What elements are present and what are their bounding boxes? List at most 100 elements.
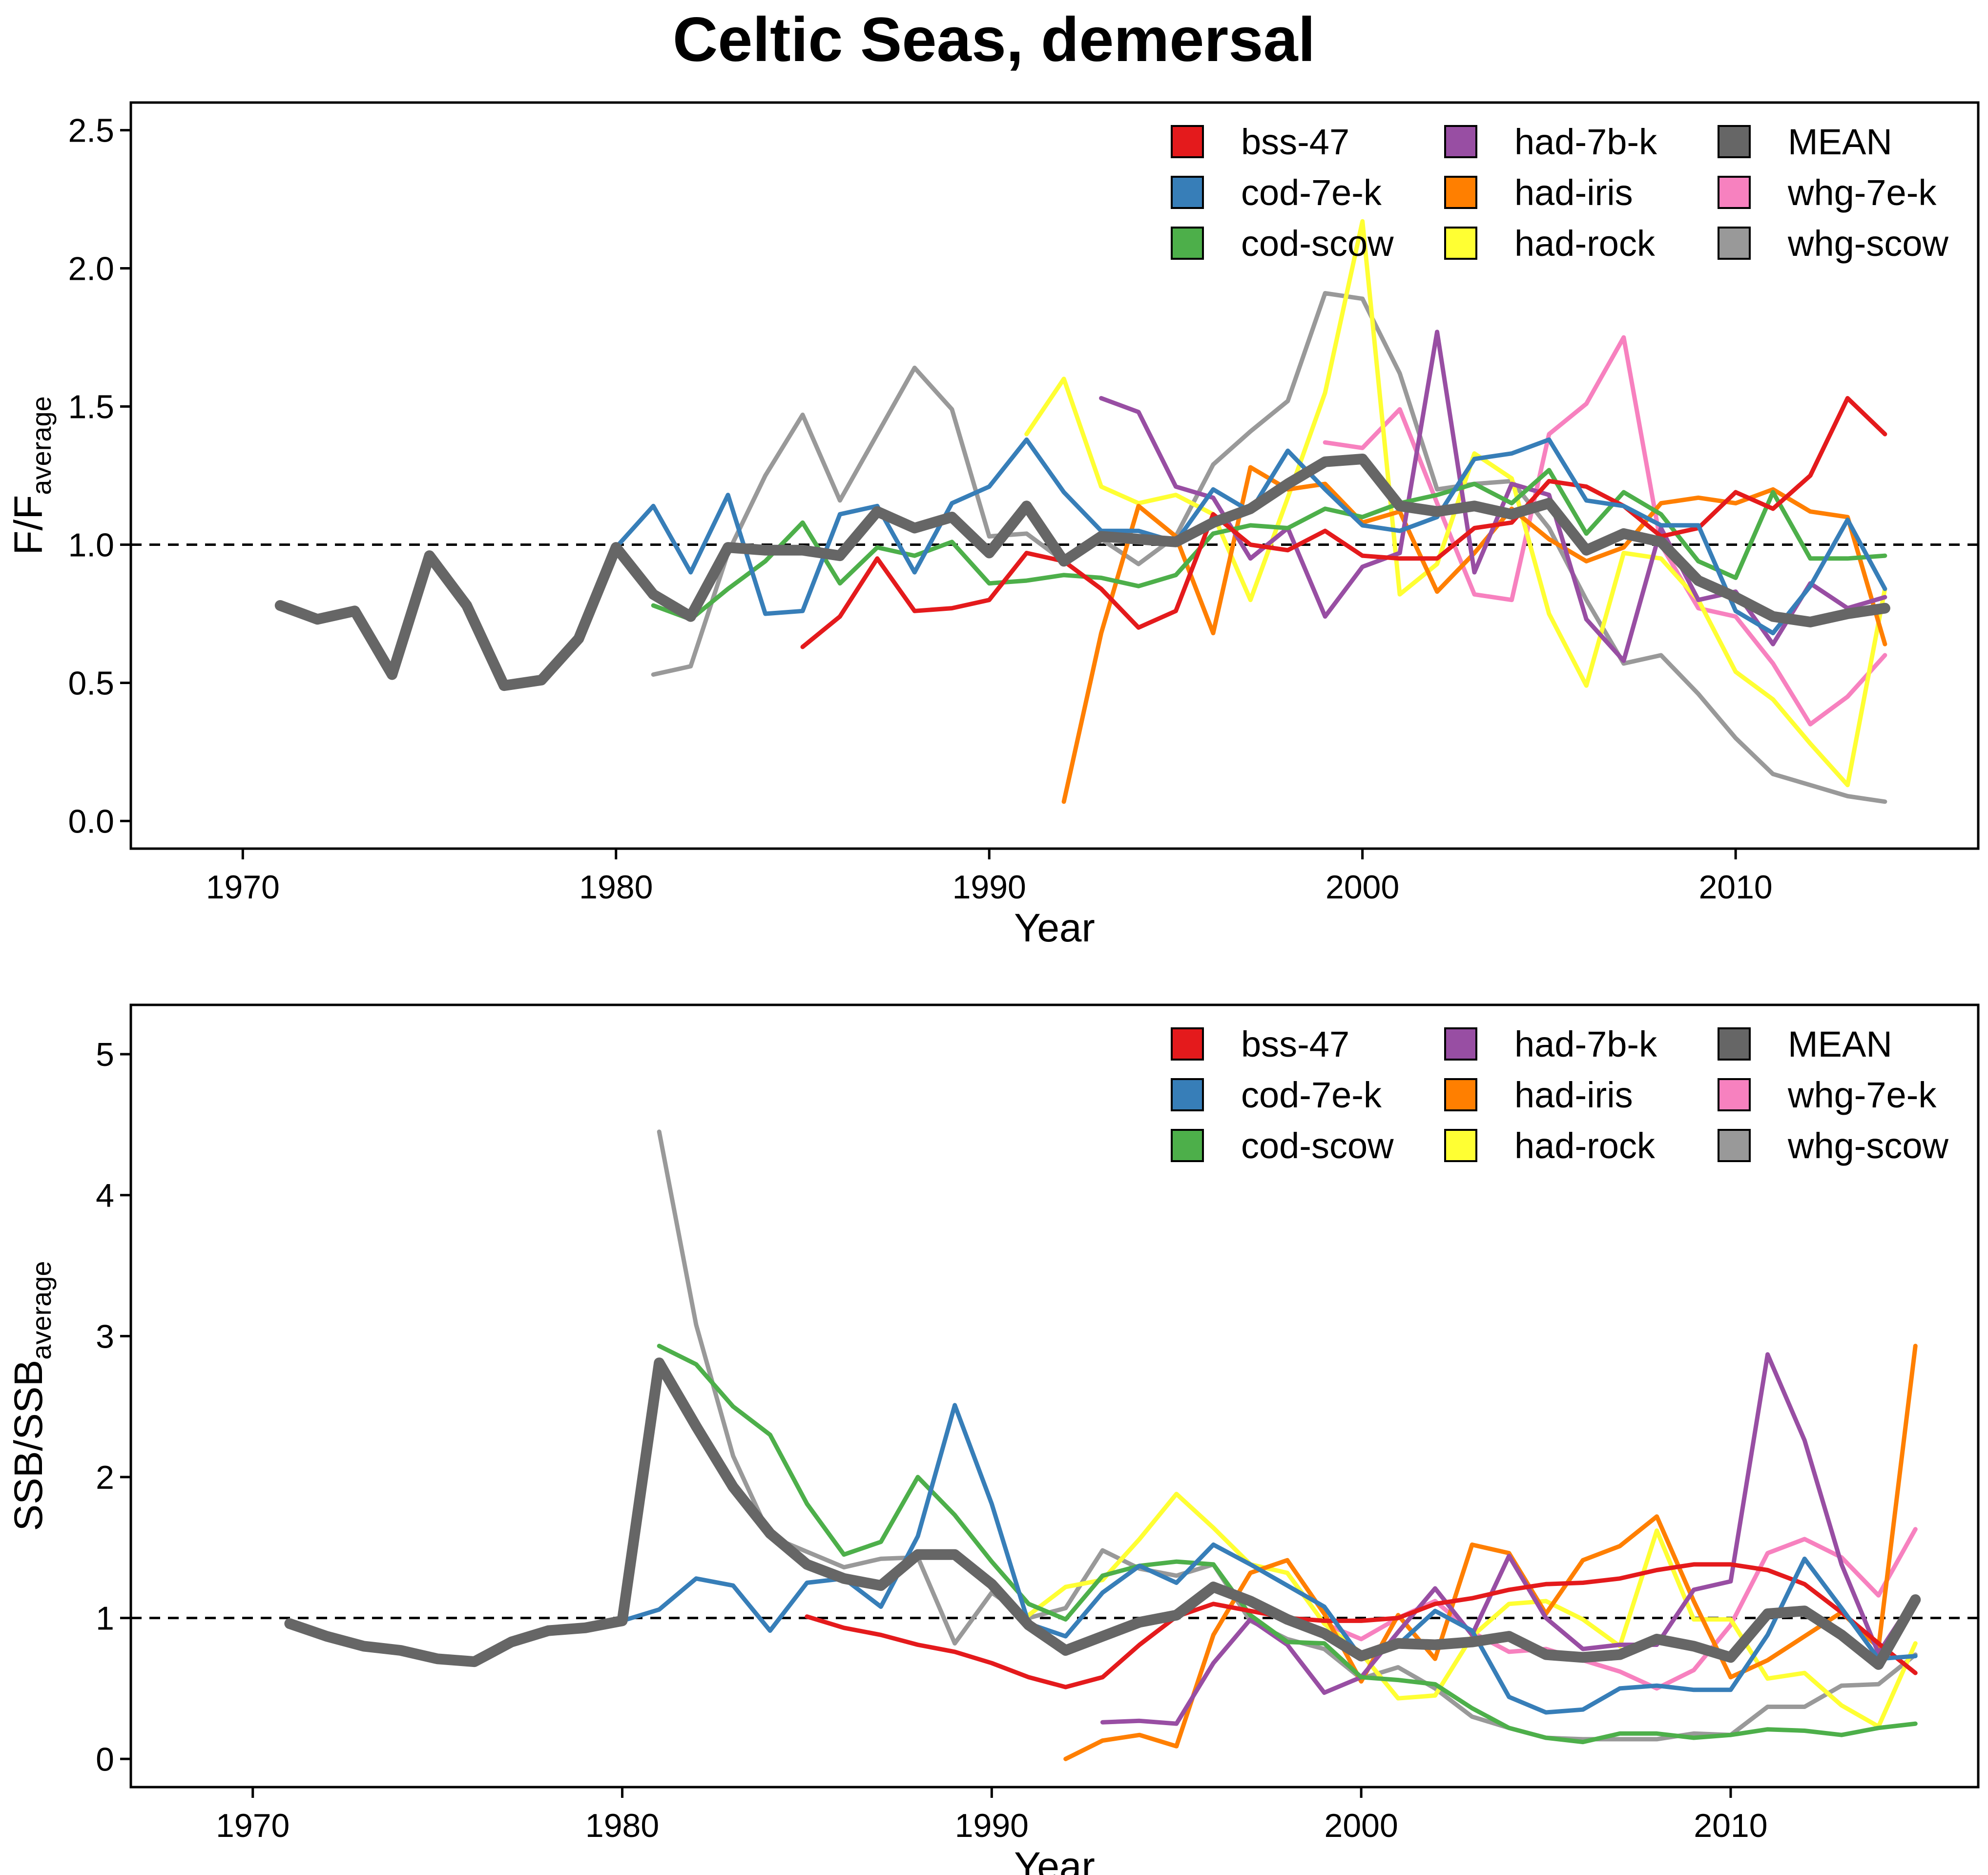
legend-item: MEAN — [1718, 1024, 1892, 1064]
y-tick-label: 0.0 — [68, 803, 114, 840]
legend-label: had-rock — [1514, 223, 1656, 264]
legend-item: cod-scow — [1171, 223, 1394, 264]
legend-label: whg-scow — [1787, 223, 1949, 264]
legend-swatch — [1444, 1129, 1477, 1162]
legend-item: had-iris — [1444, 1075, 1633, 1115]
legend-swatch — [1718, 227, 1751, 260]
legend-item: whg-7e-k — [1718, 1075, 1937, 1115]
series-group — [274, 219, 1890, 804]
series-line-had-iris — [1063, 1344, 1918, 1761]
series-line-bss-47 — [800, 396, 1887, 649]
series-line-whg-scow — [651, 291, 1887, 804]
y-tick-label: 2.0 — [68, 250, 114, 288]
legend-swatch — [1718, 1129, 1751, 1162]
y-tick-label: 2.5 — [68, 112, 114, 149]
x-tick-label: 1970 — [206, 869, 280, 906]
f-panel: 0.0 0.5 1.0 1.5 2.0 2.5 1970 1980 1990 2000 2010 Ye… — [6, 101, 1980, 950]
legend: bss-47 cod-7e-k cod-scow had-7b-k had-iris ha… — [1171, 1024, 1949, 1166]
legend-swatch — [1171, 1129, 1204, 1162]
legend-label: had-iris — [1514, 1075, 1633, 1115]
x-tick-label: 1970 — [216, 1807, 290, 1844]
legend-swatch — [1444, 176, 1477, 209]
series-line-MEAN — [274, 454, 1890, 691]
x-tick-label: 2000 — [1325, 869, 1399, 906]
legend-label: whg-7e-k — [1787, 172, 1937, 213]
series-line-whg-scow — [657, 1129, 1918, 1742]
legend-label: had-7b-k — [1514, 1024, 1657, 1064]
legend-swatch — [1171, 125, 1204, 158]
legend-label: MEAN — [1788, 1024, 1892, 1064]
plot-frame — [129, 1003, 1980, 1789]
legend-item: had-iris — [1444, 172, 1633, 213]
legend-label: bss-47 — [1241, 122, 1349, 162]
y-tick-label: 0.5 — [68, 665, 114, 702]
x-tick-label: 2010 — [1698, 869, 1772, 906]
legend-swatch — [1444, 1078, 1477, 1111]
legend-label: had-7b-k — [1514, 122, 1657, 162]
y-tick-label: 3 — [96, 1318, 114, 1355]
legend-item: cod-scow — [1171, 1125, 1394, 1166]
x-tick-label: 2010 — [1694, 1807, 1767, 1844]
legend-item: whg-7e-k — [1718, 172, 1937, 213]
x-tick-label: 1990 — [955, 1807, 1029, 1844]
legend-swatch — [1718, 176, 1751, 209]
y-tick-label: 5 — [96, 1036, 114, 1073]
x-tick-label: 1980 — [585, 1807, 659, 1844]
legend-item: bss-47 — [1171, 1024, 1349, 1064]
y-tick-label: 0 — [96, 1741, 114, 1778]
x-tick-label: 1980 — [579, 869, 653, 906]
y-axis-title: F/Faverage — [6, 396, 57, 555]
legend-label: cod-7e-k — [1241, 1075, 1382, 1115]
legend-item: had-7b-k — [1444, 1024, 1657, 1064]
legend-swatch — [1718, 1027, 1751, 1061]
series-line-whg-7e-k — [1323, 335, 1887, 727]
legend-label: cod-scow — [1241, 1125, 1394, 1166]
legend-swatch — [1171, 1027, 1204, 1061]
legend-item: whg-scow — [1718, 1125, 1949, 1166]
y-tick-label: 1 — [96, 1600, 114, 1637]
y-tick-label: 2 — [96, 1459, 114, 1496]
y-tick-label: 1.0 — [68, 526, 114, 563]
legend-swatch — [1171, 1078, 1204, 1111]
y-tick-label: 1.5 — [68, 389, 114, 426]
legend-label: bss-47 — [1241, 1024, 1349, 1064]
legend-swatch — [1171, 227, 1204, 260]
legend-label: whg-7e-k — [1787, 1075, 1937, 1115]
x-axis-title: Year — [1014, 1844, 1095, 1875]
legend-item: MEAN — [1718, 122, 1892, 162]
legend-swatch — [1718, 125, 1751, 158]
legend-swatch — [1444, 125, 1477, 158]
legend-swatch — [1444, 1027, 1477, 1061]
figure-title: Celtic Seas, demersal — [672, 5, 1316, 75]
legend-label: cod-7e-k — [1241, 172, 1382, 213]
legend-item: had-rock — [1444, 1125, 1656, 1166]
series-line-cod-7e-k — [278, 437, 1887, 688]
legend-swatch — [1171, 176, 1204, 209]
series-line-had-7b-k — [1100, 1352, 1918, 1726]
x-tick-label: 2000 — [1325, 1807, 1398, 1844]
legend-item: bss-47 — [1171, 122, 1349, 162]
legend-label: whg-scow — [1787, 1125, 1949, 1166]
legend-label: had-iris — [1514, 172, 1633, 213]
x-axis-title: Year — [1014, 906, 1095, 950]
series-line-cod-scow — [657, 1344, 1918, 1745]
series-line-cod-scow — [651, 468, 1887, 622]
series-line-whg-7e-k — [1322, 1527, 1918, 1691]
ssb-panel: 0 1 2 3 4 5 1970 1980 1990 2000 2010 Year SSB/SSBave… — [6, 1003, 1980, 1875]
series-group — [284, 1129, 1921, 1761]
legend-swatch — [1444, 227, 1477, 260]
x-tick-label: 1990 — [953, 869, 1026, 906]
legend-label: cod-scow — [1241, 223, 1394, 264]
legend-label: had-rock — [1514, 1125, 1656, 1166]
series-line-bss-47 — [805, 1562, 1918, 1689]
legend-label: MEAN — [1788, 122, 1892, 162]
legend-item: whg-scow — [1718, 223, 1949, 264]
legend: bss-47 cod-7e-k cod-scow had-7b-k had-iris ha… — [1171, 122, 1949, 264]
legend-item: had-7b-k — [1444, 122, 1657, 162]
legend-item: had-rock — [1444, 223, 1656, 264]
series-line-MEAN — [284, 1357, 1921, 1670]
y-axis-title: SSB/SSBaverage — [6, 1261, 57, 1531]
legend-swatch — [1718, 1078, 1751, 1111]
